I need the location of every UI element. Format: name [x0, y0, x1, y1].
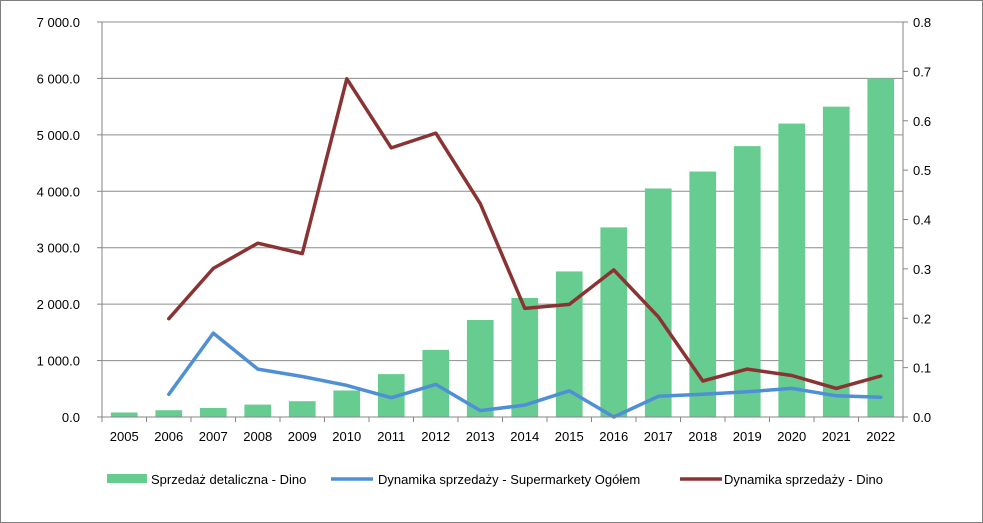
gridlines	[102, 21, 903, 362]
line-series	[167, 77, 883, 419]
bar	[600, 227, 628, 417]
left-tick-label: 6 000.0	[37, 71, 80, 86]
x-tick-label: 2020	[777, 429, 806, 444]
x-tick-label: 2018	[688, 429, 717, 444]
right-tick-label: 0.5	[913, 163, 931, 178]
bar	[511, 297, 539, 417]
right-tick-label: 0.6	[913, 114, 931, 129]
bar	[778, 123, 806, 418]
legend-label: Sprzedaż detaliczna - Dino	[151, 472, 306, 487]
left-tick-label: 2 000.0	[37, 297, 80, 312]
left-tick-label: 0.0	[62, 410, 80, 425]
bar	[288, 401, 316, 417]
x-tick-label: 2013	[466, 429, 495, 444]
legend-label: Dynamika sprzedaży - Supermarkety Ogółem	[378, 472, 640, 487]
series-line	[167, 77, 883, 391]
bar	[244, 404, 272, 417]
bar	[333, 390, 361, 417]
x-tick-label: 2022	[866, 429, 895, 444]
x-tick-label: 2014	[510, 429, 539, 444]
x-tick-label: 2021	[822, 429, 851, 444]
right-tick-label: 0.4	[913, 213, 931, 228]
x-tick-label: 2016	[599, 429, 628, 444]
right-tick-label: 0.7	[913, 64, 931, 79]
legend-label: Dynamika sprzedaży - Dino	[724, 472, 883, 487]
bar	[155, 410, 183, 417]
right-tick-label: 0.0	[913, 410, 931, 425]
left-tick-label: 4 000.0	[37, 184, 80, 199]
x-tick-label: 2009	[288, 429, 317, 444]
bar	[644, 188, 672, 417]
bar	[733, 146, 761, 417]
bar	[466, 319, 494, 417]
x-tick-label: 2010	[332, 429, 361, 444]
x-tick-label: 2019	[733, 429, 762, 444]
x-tick-label: 2011	[377, 429, 405, 444]
series-line	[167, 331, 883, 419]
bar-series	[110, 78, 895, 418]
x-tick-label: 2015	[555, 429, 584, 444]
x-tick-label: 2017	[644, 429, 673, 444]
bar	[689, 171, 717, 417]
bar	[822, 106, 850, 418]
legend-marker	[107, 474, 147, 483]
right-tick-label: 0.3	[913, 262, 931, 277]
left-tick-label: 7 000.0	[37, 15, 80, 30]
left-tick-label: 3 000.0	[37, 241, 80, 256]
x-tick-label: 2007	[199, 429, 228, 444]
x-tick-label: 2008	[243, 429, 272, 444]
bar	[110, 412, 138, 417]
left-tick-label: 1 000.0	[37, 354, 80, 369]
bar	[867, 78, 895, 417]
axes: 0.0 1 000.0 2 000.0 3 000.0 4 000.0 5 000.0 6 …	[37, 15, 931, 444]
x-tick-label: 2012	[421, 429, 450, 444]
x-tick-label: 2005	[110, 429, 139, 444]
right-tick-label: 0.8	[913, 15, 931, 30]
left-tick-label: 5 000.0	[37, 128, 80, 143]
right-tick-label: 0.2	[913, 311, 931, 326]
right-tick-label: 0.1	[913, 361, 931, 376]
legend: Sprzedaż detaliczna - Dino Dynamika sprze…	[107, 472, 883, 487]
x-tick-label: 2006	[154, 429, 183, 444]
bar	[199, 407, 227, 417]
